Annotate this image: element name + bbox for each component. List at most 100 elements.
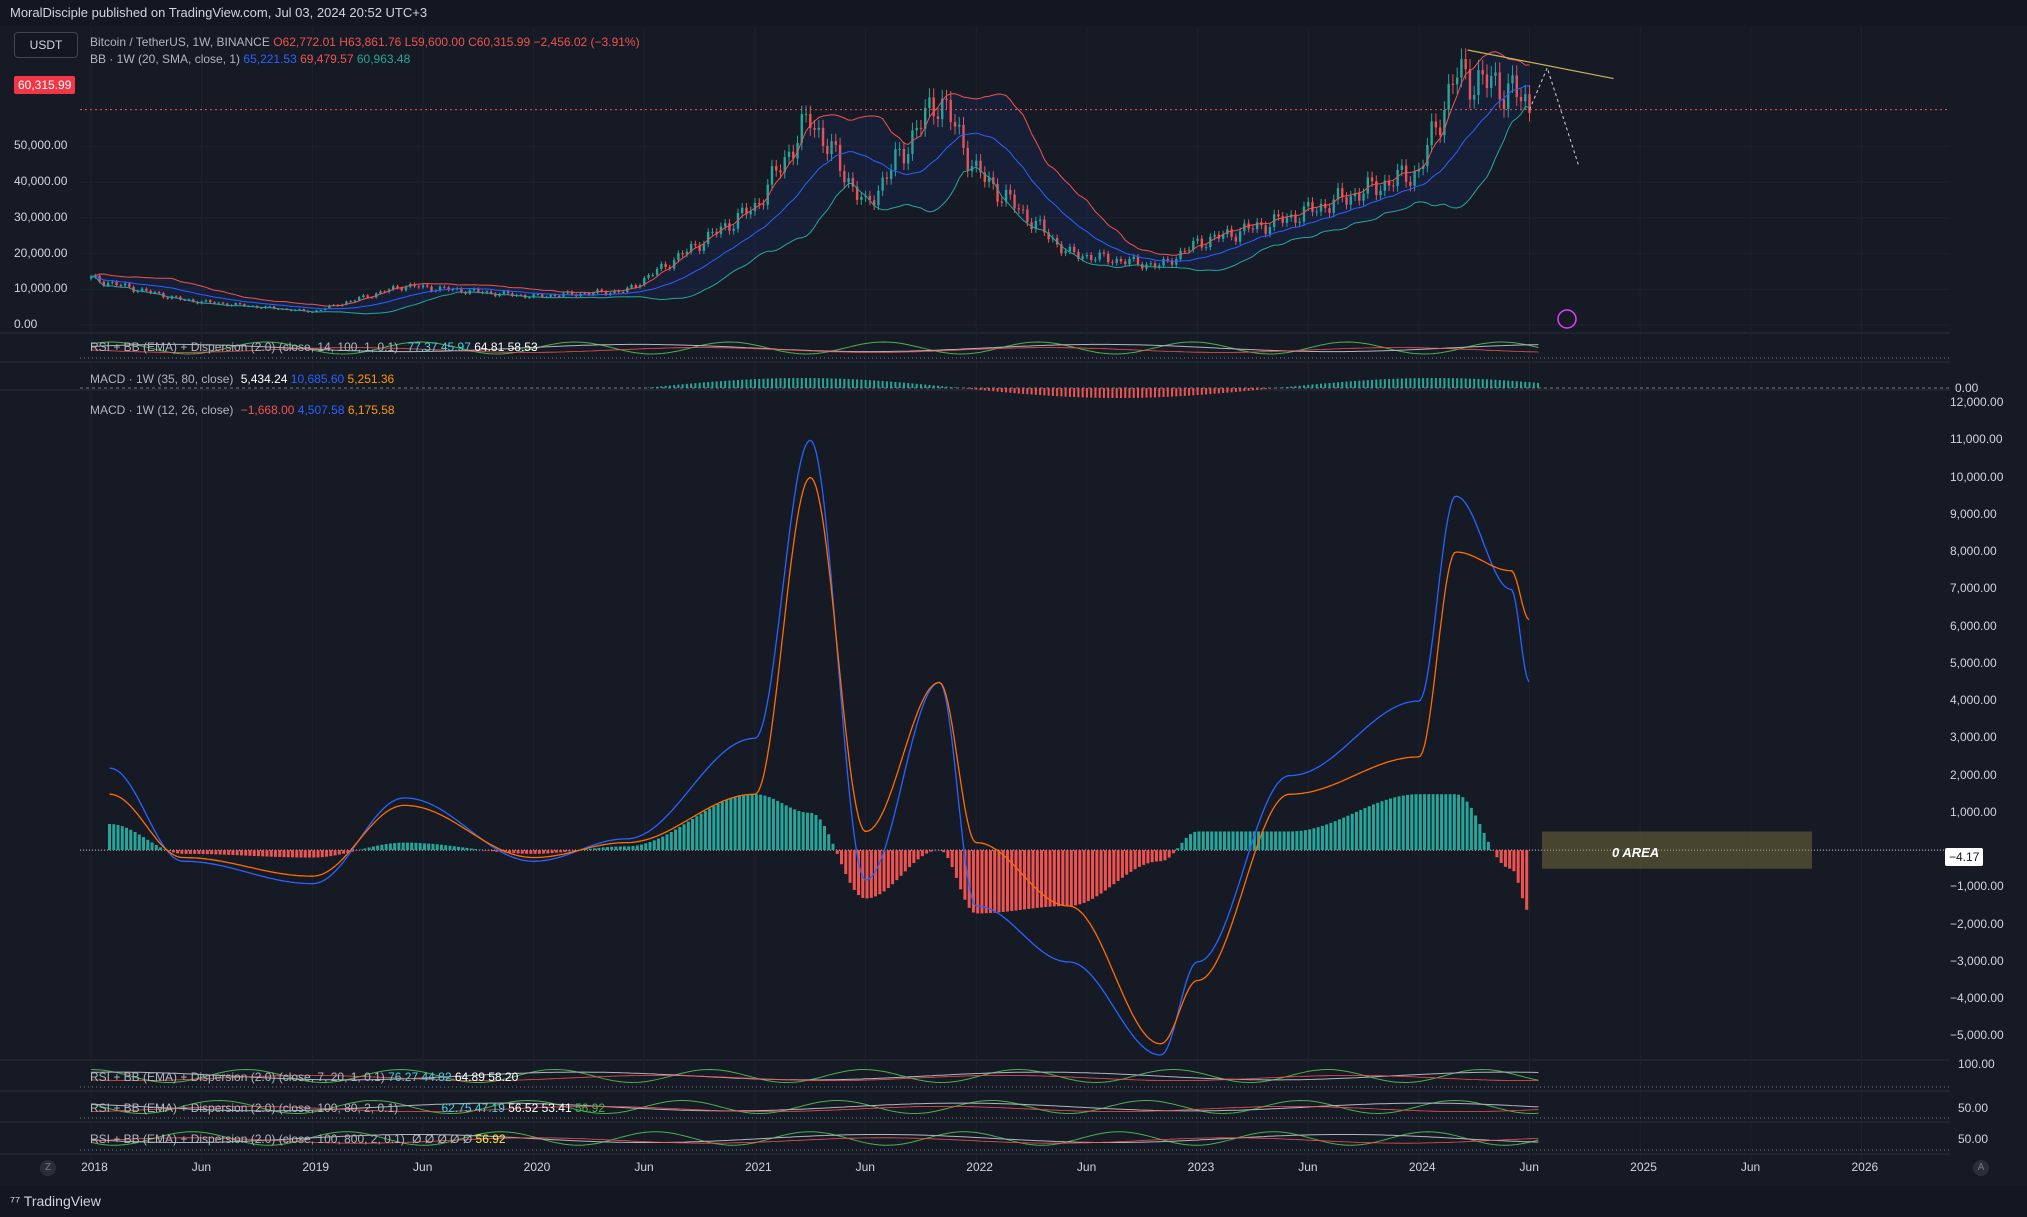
candle-body [647,275,650,278]
macd-axis-label: 4,000.00 [1950,693,1997,708]
macd-histogram-bar [1414,794,1418,851]
candle-body [1077,251,1080,259]
candle-body [187,299,191,301]
rsi4-v5: 56.92 [475,1132,506,1146]
macd-histogram-bar [1188,834,1192,851]
candle-body [698,245,701,251]
macd-histogram-bar [1078,850,1082,905]
macd-histogram-bar [1274,831,1278,851]
candle-body [349,301,352,303]
macd-histogram-bar [567,850,571,852]
candle-body [885,177,889,179]
candle-body [881,177,884,191]
candle-body [1362,193,1365,201]
macd-histogram-bar [410,842,414,851]
macd-histogram-bar [878,850,882,895]
candle-body [915,127,918,131]
macd-histogram-bar [840,850,844,865]
candle-body [953,122,957,127]
rsi4-axis-label: 50.00 [1958,1132,1989,1146]
published-text: MoralDisciple published on TradingView.c… [10,5,428,20]
macd-histogram-bar [308,850,312,858]
rsi1-basis [91,343,1539,353]
macd-histogram-bar [278,850,282,857]
macd-histogram-bar [320,850,324,858]
macd-histogram-bar [1452,794,1456,851]
candle-body [1285,217,1289,223]
macd-histogram-bar [1406,794,1410,851]
macd-histogram-bar [546,850,550,854]
candle-body [741,207,744,214]
macd-histogram-bar [205,850,209,855]
macd-histogram-bar [316,850,320,858]
macd-axis-label: 3,000.00 [1950,730,1997,745]
macd-histogram-bar [1359,809,1363,851]
candle-body [1481,70,1484,75]
candle-body [319,310,323,312]
macd-histogram-bar [618,846,622,851]
zoom-button[interactable]: Z [40,1160,56,1176]
candle-body [558,295,561,297]
rsi2-band [91,1075,1539,1081]
candle-body [630,285,633,288]
candle-body [357,297,361,301]
candle-body [711,231,714,233]
macd-histogram-bar [1001,850,1005,912]
auto-scale-button[interactable]: A [1973,1160,1989,1176]
candle-body [604,291,608,295]
rsi1-v2: 45.97 [440,340,471,354]
macd-histogram-bar [486,850,490,851]
candle-body [1170,260,1174,265]
macd-histogram-bar [678,826,682,851]
candle-body [826,145,829,155]
candle-body [145,288,148,291]
rsi3-basis [91,1102,1539,1112]
macd-histogram-bar [1214,831,1218,851]
macd-histogram-bar [1448,794,1452,851]
candle-body [1115,258,1118,263]
candle-body [553,294,557,296]
candle-body [1238,231,1242,242]
macd-histogram-bar [244,850,248,856]
macd-histogram-bar [495,850,499,852]
candle-body [660,263,663,270]
macd-histogram-bar [1469,807,1473,851]
macd-histogram-bar [1027,850,1031,909]
macd-histogram-bar [1499,850,1503,863]
rsi2-axis-label: 100.00 [1958,1057,1995,1071]
macd-big-title: MACD · 1W (12, 26, close) [90,403,234,417]
rsi3-title: RSI + BB (EMA) + Dispersion (2.0) (close… [90,1101,399,1115]
macd-histogram-bar [1516,850,1520,883]
macd-histogram-bar [763,795,767,851]
macd-histogram-bar [1380,801,1384,851]
macd-histogram-bar [299,850,303,858]
macd-histogram-bar [291,850,295,858]
candle-body [489,291,493,294]
candle-body [1221,234,1225,239]
macd-histogram-bar [912,850,916,864]
macd-histogram-bar [1184,837,1188,851]
macd-histogram-bar [282,850,286,858]
candle-body [919,127,923,129]
macd-histogram-bar [1044,850,1048,908]
candle-body [1124,261,1127,265]
macd-histogram-bar [695,816,699,851]
rsi4-title: RSI + BB (EMA) + Dispersion (2.0) (close… [90,1132,405,1146]
macd-histogram-bar [461,847,465,851]
candle-body [106,282,110,286]
candle-body [1341,188,1344,198]
macd-axis-label: 6,000.00 [1950,618,1997,633]
macd-histogram-bar [712,806,716,851]
macd-histogram-bar [891,850,895,885]
currency-selector[interactable]: USDT [14,32,78,58]
candle-body [1060,244,1063,254]
candle-body [1107,253,1110,263]
macd-histogram-bar [1137,850,1141,867]
candle-body [753,202,757,212]
macd-histogram-bar [1048,850,1052,907]
candle-body [706,231,710,244]
candle-body [902,149,906,164]
close-value: 60,315.99 [476,35,531,49]
candle-body [1213,234,1216,237]
